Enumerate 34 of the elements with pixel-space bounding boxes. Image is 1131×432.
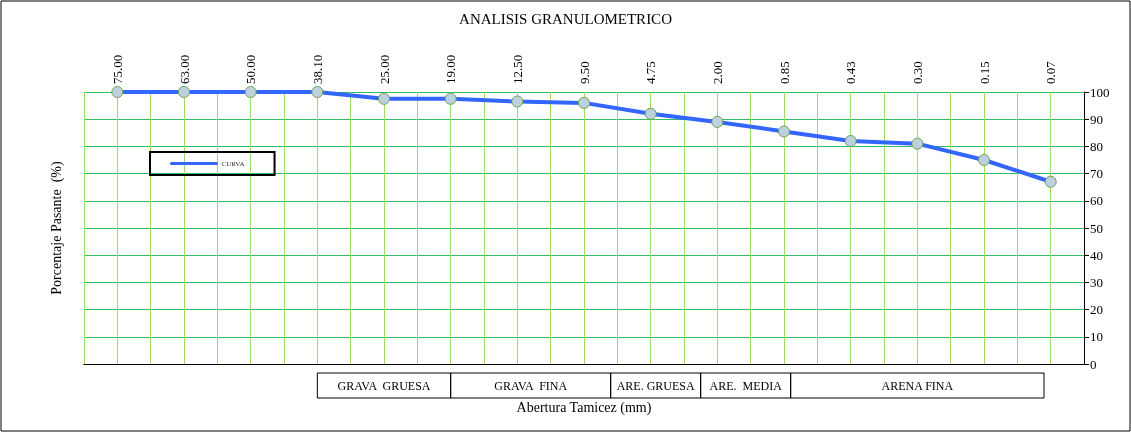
y-tick-label: 100: [1090, 84, 1110, 100]
y-tick-label: 10: [1090, 329, 1103, 345]
text: GRAVA GRUESA: [337, 378, 431, 393]
y-axis-title: Porcentaje Pasante (%): [48, 161, 65, 295]
text: ARE. GRUESA: [616, 378, 695, 393]
x-tick-label: 4.75: [643, 61, 659, 84]
x-tick-label: 25.00: [376, 54, 392, 84]
x-axis-title: Abertura Tamicez (mm): [516, 399, 652, 416]
x-tick-label: 38.10: [309, 54, 325, 84]
x-tick-label: 0.30: [909, 61, 925, 84]
text: ARENA FINA: [881, 378, 954, 393]
text: GRAVA FINA: [494, 378, 568, 393]
y-tick-label: 40: [1090, 247, 1103, 263]
chart-title: ANALISIS GRANULOMETRICO: [459, 10, 673, 27]
x-tick-label: 50.00: [243, 54, 259, 84]
y-tick-label: 90: [1090, 111, 1103, 127]
y-tick-label: 50: [1090, 220, 1103, 236]
y-tick-label: 30: [1090, 274, 1103, 290]
x-tick-label: 9.50: [576, 61, 592, 84]
x-tick-label: 0.07: [1043, 60, 1059, 84]
x-tick-label: 0.15: [976, 61, 992, 84]
text: ARE. MEDIA: [709, 378, 783, 393]
x-tick-label: 12.50: [509, 54, 525, 84]
y-tick-label: 60: [1090, 193, 1103, 209]
y-tick-label: 70: [1090, 166, 1103, 182]
x-tick-label: 0.85: [776, 61, 792, 84]
x-tick-label: 0.43: [843, 61, 859, 84]
x-tick-label: 2.00: [709, 61, 725, 84]
y-tick-label: 80: [1090, 138, 1103, 154]
x-tick-label: 63.00: [176, 54, 192, 84]
x-tick-label: 75.00: [109, 54, 125, 84]
y-tick-label: 0: [1090, 356, 1097, 372]
x-tick-label: 19.00: [443, 54, 459, 84]
y-tick-label: 20: [1090, 302, 1103, 318]
